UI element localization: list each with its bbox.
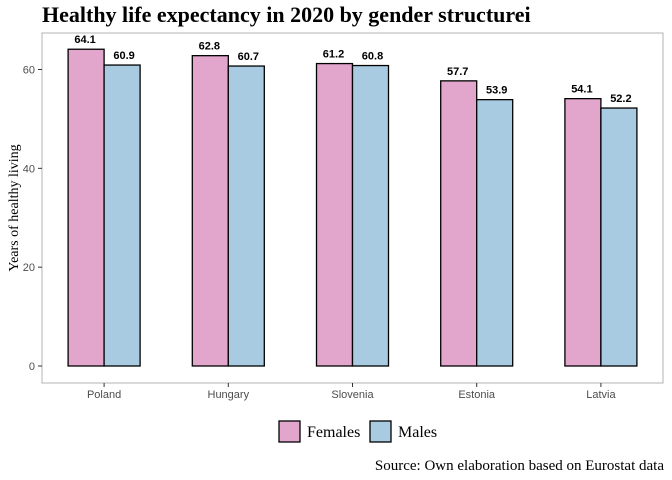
data-label: 52.2 <box>610 93 631 105</box>
bar-females-hungary <box>191 55 229 367</box>
x-tick-label: Poland <box>87 389 121 401</box>
data-labels-group: 64.1 60.9 62.8 60.7 61.2 60.8 57.7 53.9 54.1 52.2 <box>74 34 631 105</box>
data-label: 60.7 <box>238 51 259 63</box>
legend-label-females: Females <box>307 424 360 441</box>
legend-label-males: Males <box>398 424 437 441</box>
bar-females-estonia <box>440 80 478 367</box>
y-tick-label: 20 <box>23 262 35 274</box>
data-label: 61.2 <box>323 49 344 61</box>
bar-females-poland <box>67 48 105 367</box>
chart-caption: Source: Own elaboration based on Eurosta… <box>375 458 664 474</box>
x-tick-label: Slovenia <box>331 389 374 401</box>
data-label: 64.1 <box>74 34 95 46</box>
data-label: 57.7 <box>447 66 468 78</box>
bar-males-hungary <box>227 65 265 367</box>
data-label: 62.8 <box>199 41 220 53</box>
x-tick-label: Latvia <box>586 389 616 401</box>
x-tick-label: Estonia <box>458 389 496 401</box>
bar-males-latvia <box>600 107 638 367</box>
data-label: 60.9 <box>113 50 134 62</box>
y-tick-label: 40 <box>23 163 35 175</box>
legend-swatch-males <box>369 420 392 443</box>
bar-females-latvia <box>564 98 602 367</box>
x-tick-label: Hungary <box>208 389 250 401</box>
legend: Females Males <box>278 420 437 443</box>
y-tick-label: 60 <box>23 65 35 77</box>
data-label: 54.1 <box>571 84 592 96</box>
data-label: 53.9 <box>486 85 507 97</box>
bar-males-slovenia <box>351 64 390 367</box>
legend-swatch-females <box>278 420 301 443</box>
bar-males-poland <box>103 64 141 367</box>
y-axis-label: Years of healthy living <box>7 144 22 271</box>
bar-males-estonia <box>476 98 514 367</box>
data-label: 60.8 <box>362 51 383 63</box>
x-axis-ticks: Poland Hungary Slovenia Estonia Latvia <box>87 383 616 401</box>
bars-group <box>67 48 638 367</box>
chart-title: Healthy life expectancy in 2020 by gende… <box>42 2 531 27</box>
y-tick-label: 0 <box>29 361 35 373</box>
bar-females-slovenia <box>315 62 354 367</box>
y-axis-ticks: 0 20 40 60 <box>23 65 42 373</box>
